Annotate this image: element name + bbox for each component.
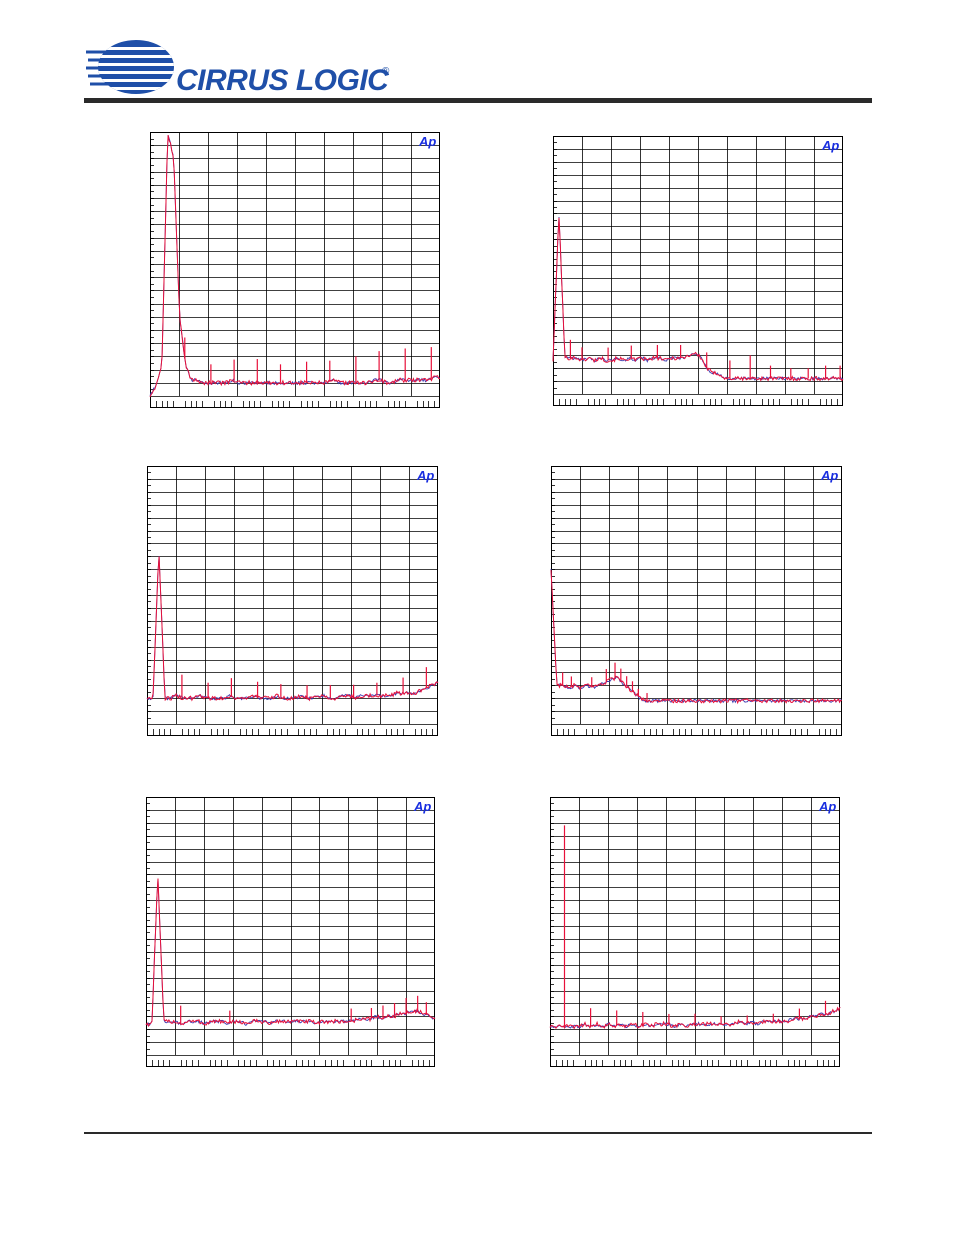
spectrum-chart-6: Ap	[549, 797, 841, 1067]
spectrum-chart-4: Ap	[550, 466, 843, 736]
ap-badge: Ap	[818, 799, 836, 814]
trace-channel-a	[145, 878, 436, 1028]
trace-channel-a	[146, 556, 439, 702]
trace-channel-a	[550, 570, 843, 705]
x-minor-ticks	[556, 1060, 835, 1067]
plot-frame	[551, 466, 842, 736]
spectrum-chart-1: Ap	[149, 132, 441, 408]
ap-badge: Ap	[821, 138, 839, 153]
plot-grid	[553, 136, 843, 395]
harmonic-spikes	[181, 667, 427, 699]
header-rule	[84, 98, 872, 103]
plot-grid	[150, 132, 440, 397]
ap-badge: Ap	[820, 468, 838, 483]
brand-name: CIRRUS LOGIC	[176, 64, 390, 97]
trace-channel-a	[552, 217, 844, 382]
harmonic-spikes	[184, 337, 432, 383]
spectrum-svg: Ap	[549, 797, 841, 1067]
spectrum-svg: Ap	[145, 797, 436, 1067]
x-minor-ticks	[156, 401, 435, 408]
trace-channel-a	[549, 1006, 841, 1030]
x-minor-ticks	[559, 399, 838, 406]
plot-grid	[551, 466, 842, 725]
plot-frame	[150, 132, 440, 408]
spectrum-chart-3: Ap	[146, 466, 439, 736]
x-minor-ticks	[152, 1060, 430, 1067]
harmonic-spikes	[562, 662, 648, 701]
harmonic-spikes	[180, 995, 427, 1024]
registered-mark: ®	[382, 66, 390, 77]
plot-frame	[553, 136, 843, 406]
plot-grid	[147, 466, 438, 725]
cirrus-logic-logo: CIRRUS LOGIC ®	[84, 38, 404, 98]
spectrum-chart-2: Ap	[552, 136, 844, 406]
ap-badge: Ap	[413, 799, 431, 814]
plot-frame	[146, 797, 435, 1067]
spectrum-svg: Ap	[550, 466, 843, 736]
spectrum-chart-5: Ap	[145, 797, 436, 1067]
ap-badge: Ap	[416, 468, 434, 483]
spectrum-svg: Ap	[146, 466, 439, 736]
trace-channel-a	[149, 135, 441, 398]
x-minor-ticks	[557, 729, 837, 736]
plot-frame	[147, 466, 438, 736]
footer-rule	[84, 1132, 872, 1134]
x-minor-ticks	[153, 729, 433, 736]
harmonic-spikes	[563, 825, 827, 1027]
spectrum-svg: Ap	[552, 136, 844, 406]
plot-grid	[550, 797, 840, 1056]
spectrum-svg: Ap	[149, 132, 441, 408]
harmonic-spikes	[569, 339, 841, 379]
cirrus-logic-swoosh-icon: CIRRUS LOGIC ®	[86, 40, 391, 97]
ap-badge: Ap	[418, 134, 436, 149]
